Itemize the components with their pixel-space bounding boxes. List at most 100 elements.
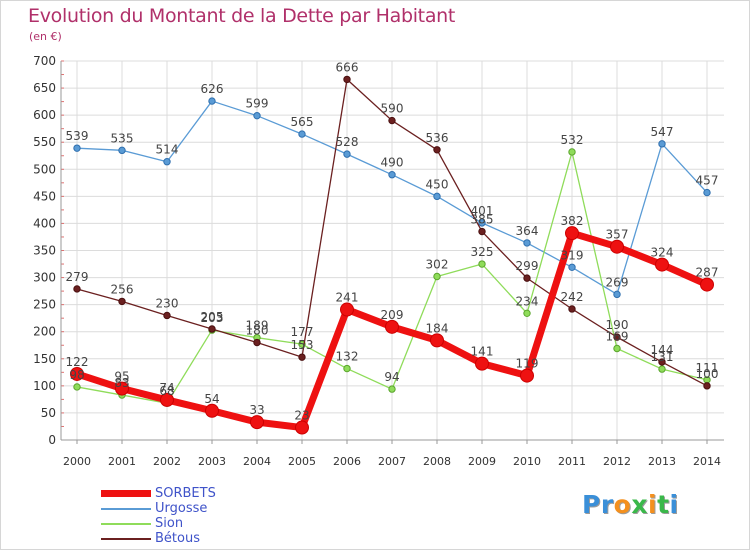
data-point-urgosse [253,111,261,120]
x-tick-label: 2014 [693,455,721,468]
data-label-sion: 68 [159,384,174,398]
data-point-urgosse [118,146,126,155]
data-label-sion: 98 [69,368,84,382]
data-point-sorbets [115,381,129,396]
data-label-sion: 325 [471,245,494,259]
data-label-urgosse: 401 [471,204,494,218]
data-point-sion [613,344,621,353]
data-label-urgosse: 319 [561,248,584,262]
data-label-sion: 132 [336,350,359,364]
data-label-sion: 234 [516,294,539,308]
proxiti-logo: Proxiti [582,490,679,519]
data-label-urgosse: 450 [426,177,449,191]
data-point-btous [343,75,351,84]
data-point-urgosse [298,130,306,138]
x-tick-label: 2001 [108,455,136,468]
x-tick-label: 2004 [243,455,271,468]
legend-swatch-sion [101,523,151,525]
y-tick-label: 700 [33,54,56,68]
data-point-sorbets [475,356,489,371]
data-point-btous [73,285,81,293]
legend-label-sion: Sion [155,516,184,531]
data-point-btous [478,227,486,236]
data-label-sion: 83 [114,376,129,390]
data-point-urgosse [433,192,441,201]
data-point-btous [253,338,261,347]
y-tick-label: 100 [33,379,56,393]
data-label-sorbets: 209 [381,308,404,322]
data-label-btous: 100 [696,367,719,381]
data-point-sion [568,148,576,156]
data-label-sorbets: 184 [426,321,449,335]
data-label-urgosse: 490 [381,156,404,170]
y-tick-label: 50 [41,406,56,420]
data-label-sorbets: 54 [204,392,219,406]
legend-label-btous: Bétous [155,531,200,546]
data-label-sorbets: 287 [696,266,719,280]
data-label-sion: 532 [561,133,584,147]
data-label-sion: 203 [201,311,224,325]
data-label-urgosse: 514 [156,143,179,157]
data-point-sion [523,309,531,318]
data-point-urgosse [388,171,396,179]
data-label-sorbets: 95 [114,370,129,384]
data-label-btous: 230 [156,296,179,310]
data-point-sorbets [655,257,669,272]
x-tick-label: 2013 [648,455,676,468]
legend-label-sorbets: SORBETS [155,486,216,501]
x-tick-label: 2002 [153,455,181,468]
data-label-btous: 190 [606,318,629,332]
data-label-btous: 256 [111,282,134,296]
data-label-sorbets: 241 [336,291,359,305]
x-tick-label: 2011 [558,455,586,468]
data-point-urgosse [613,290,621,299]
data-label-sorbets: 119 [516,357,539,371]
data-label-sorbets: 122 [66,355,89,369]
data-point-sorbets [250,415,264,430]
y-tick-label: 0 [48,433,56,447]
data-label-sorbets: 324 [651,246,674,260]
data-label-btous: 242 [561,290,584,304]
data-point-sion [388,385,396,393]
data-label-urgosse: 565 [291,115,314,129]
data-point-btous [388,116,396,125]
y-tick-label: 400 [33,216,56,230]
data-label-urgosse: 535 [111,131,134,145]
data-point-urgosse [523,239,531,247]
data-point-sion [73,383,81,391]
data-label-btous: 205 [201,310,224,324]
data-label-sion: 189 [246,319,269,333]
data-point-btous [163,311,171,320]
data-label-sorbets: 357 [606,228,629,242]
data-label-urgosse: 547 [651,125,674,139]
data-label-sion: 131 [651,350,674,364]
y-tick-label: 200 [33,325,56,339]
data-label-urgosse: 269 [606,275,629,289]
data-point-btous [118,297,126,306]
legend-swatch-btous [101,538,151,540]
data-label-btous: 144 [651,343,674,357]
data-label-urgosse: 457 [696,174,719,188]
data-point-sion [433,272,441,281]
data-label-urgosse: 364 [516,224,539,238]
data-label-urgosse: 599 [246,97,269,111]
x-tick-label: 2012 [603,455,631,468]
x-tick-label: 2010 [513,455,541,468]
chart-title: Evolution du Montant de la Dette par Hab… [28,5,456,27]
data-point-sion [343,364,351,373]
y-tick-label: 150 [33,352,56,366]
data-label-sion: 111 [696,361,719,375]
data-point-urgosse [478,219,486,227]
data-point-urgosse [208,97,216,105]
legend-swatch-sorbets [101,490,151,497]
data-label-sion: 177 [291,325,314,339]
data-point-urgosse [343,150,351,158]
data-label-sorbets: 23 [294,409,309,423]
data-point-btous [568,305,576,313]
y-tick-label: 300 [33,271,56,285]
data-point-sorbets [70,366,84,381]
x-tick-label: 2003 [198,455,226,468]
y-tick-label: 600 [33,108,56,122]
